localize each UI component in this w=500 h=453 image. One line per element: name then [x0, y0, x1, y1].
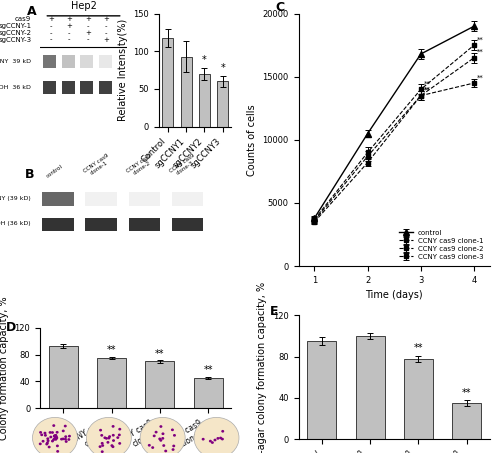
Text: **: **	[107, 345, 117, 355]
Text: cas9: cas9	[15, 16, 32, 22]
Text: +: +	[85, 30, 91, 36]
Text: CCNY cas9
clone-1: CCNY cas9 clone-1	[82, 153, 112, 178]
Text: **: **	[424, 87, 430, 93]
Bar	[172, 192, 203, 206]
Text: -: -	[50, 37, 52, 43]
Text: +: +	[104, 37, 110, 43]
Text: **: **	[476, 49, 484, 55]
Text: **: **	[462, 388, 471, 398]
Bar	[80, 55, 94, 68]
Text: CCNY cas9
clone-3: CCNY cas9 clone-3	[168, 153, 199, 178]
Bar	[99, 55, 112, 68]
Bar	[162, 38, 173, 126]
Y-axis label: Colony formation capacity, %: Colony formation capacity, %	[0, 296, 9, 440]
Text: A: A	[27, 5, 36, 18]
Bar	[42, 218, 74, 231]
Text: sgCCNY-1: sgCCNY-1	[0, 23, 32, 29]
Bar	[452, 403, 482, 439]
Text: -: -	[50, 30, 52, 36]
Text: -: -	[68, 37, 70, 43]
Text: -: -	[68, 30, 70, 36]
Text: C: C	[276, 1, 284, 14]
Text: -: -	[86, 23, 89, 29]
Text: *: *	[220, 63, 225, 73]
Text: sgCCNY-3: sgCCNY-3	[0, 37, 32, 43]
X-axis label: Time (days): Time (days)	[366, 290, 423, 300]
Text: +: +	[48, 16, 54, 22]
Text: Hep2: Hep2	[70, 1, 97, 11]
Text: control: control	[45, 164, 64, 178]
Bar	[48, 346, 78, 408]
Text: -: -	[105, 23, 108, 29]
Text: +: +	[66, 23, 72, 29]
Bar	[128, 192, 160, 206]
Text: **: **	[414, 343, 423, 353]
Text: +: +	[85, 16, 91, 22]
Text: GAPDH  36 kD: GAPDH 36 kD	[0, 85, 32, 90]
Bar	[86, 192, 116, 206]
Text: -: -	[86, 37, 89, 43]
Bar	[199, 74, 210, 126]
Bar	[80, 82, 94, 94]
Bar	[97, 358, 126, 408]
Text: +: +	[104, 16, 110, 22]
Bar	[146, 361, 174, 408]
Text: -: -	[50, 23, 52, 29]
Legend: control, CCNY cas9 clone-1, CCNY cas9 clone-2, CCNY cas9 clone-3: control, CCNY cas9 clone-1, CCNY cas9 cl…	[396, 227, 486, 263]
Text: CCNY cas9
clone-2: CCNY cas9 clone-2	[126, 153, 156, 178]
Text: B: B	[24, 169, 34, 182]
Bar	[128, 218, 160, 231]
Text: E: E	[270, 305, 278, 318]
Text: -: -	[105, 30, 108, 36]
Bar	[180, 57, 192, 126]
Bar	[62, 55, 75, 68]
Text: D: D	[6, 321, 16, 334]
Bar	[44, 55, 57, 68]
Text: +: +	[66, 16, 72, 22]
Bar	[194, 378, 223, 408]
Bar	[356, 336, 384, 439]
Bar	[44, 82, 57, 94]
Y-axis label: Soft-agar colony formation capacity, %: Soft-agar colony formation capacity, %	[258, 282, 268, 453]
Text: CCNY (39 kD): CCNY (39 kD)	[0, 196, 30, 201]
Bar	[42, 192, 74, 206]
Bar	[86, 218, 116, 231]
Bar	[62, 82, 75, 94]
Y-axis label: Relative Intensity(%): Relative Intensity(%)	[118, 19, 128, 121]
Text: **: **	[204, 366, 213, 376]
Bar	[99, 82, 112, 94]
Text: **: **	[424, 87, 430, 93]
Text: **: **	[476, 37, 484, 43]
Text: **: **	[476, 74, 484, 81]
Text: sgCCNY-2: sgCCNY-2	[0, 30, 32, 36]
Bar	[307, 341, 336, 439]
Text: **: **	[155, 348, 164, 358]
Bar	[404, 359, 433, 439]
Text: CCNY  39 kD: CCNY 39 kD	[0, 58, 32, 63]
Y-axis label: Counts of cells: Counts of cells	[247, 104, 257, 176]
Text: **: **	[424, 81, 430, 87]
Text: *: *	[202, 55, 207, 65]
Bar	[217, 82, 228, 126]
Text: GAPDH (36 kD): GAPDH (36 kD)	[0, 222, 30, 226]
Bar	[172, 218, 203, 231]
